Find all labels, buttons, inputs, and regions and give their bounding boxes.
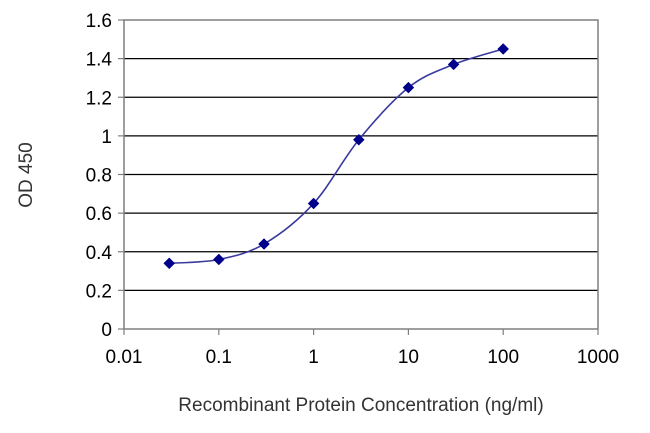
y-tick-label: 1.2 — [86, 88, 112, 109]
y-tick-label: 0.2 — [86, 281, 112, 302]
y-tick-label: 1.6 — [86, 11, 112, 32]
y-tick-label: 0 — [101, 320, 112, 341]
x-tick-label: 10 — [398, 347, 419, 368]
x-tick-label: 100 — [487, 347, 519, 368]
x-tick-label: 1000 — [577, 347, 619, 368]
data-point — [352, 133, 365, 146]
series-layer — [163, 43, 510, 270]
y-tick-label: 0.4 — [86, 243, 113, 264]
data-point — [258, 238, 270, 250]
x-tick-label: 0.1 — [206, 347, 232, 368]
y-tick-label: 1.4 — [86, 50, 113, 71]
x-axis-ticks: 0.01 0.1 1 10 100 1000 — [106, 329, 619, 368]
y-tick-label: 1 — [101, 127, 112, 148]
x-tick-label: 0.01 — [106, 347, 143, 368]
grid-lines — [124, 58, 598, 291]
y-axis-ticks: 0 0.2 0.4 0.6 0.8 1 1.2 1.4 1.6 — [86, 11, 124, 341]
series-line — [169, 48, 504, 265]
data-point — [497, 43, 510, 55]
x-tick-label: 1 — [308, 347, 319, 368]
y-tick-label: 0.8 — [86, 166, 112, 187]
data-point — [307, 197, 320, 210]
data-point — [447, 58, 460, 71]
data-point — [212, 253, 225, 266]
x-axis-title: Recombinant Protein Concentration (ng/ml… — [178, 395, 543, 416]
y-tick-label: 0.6 — [86, 204, 112, 225]
data-point — [402, 81, 415, 94]
data-point — [163, 257, 176, 270]
y-axis-title: OD 450 — [16, 142, 37, 207]
